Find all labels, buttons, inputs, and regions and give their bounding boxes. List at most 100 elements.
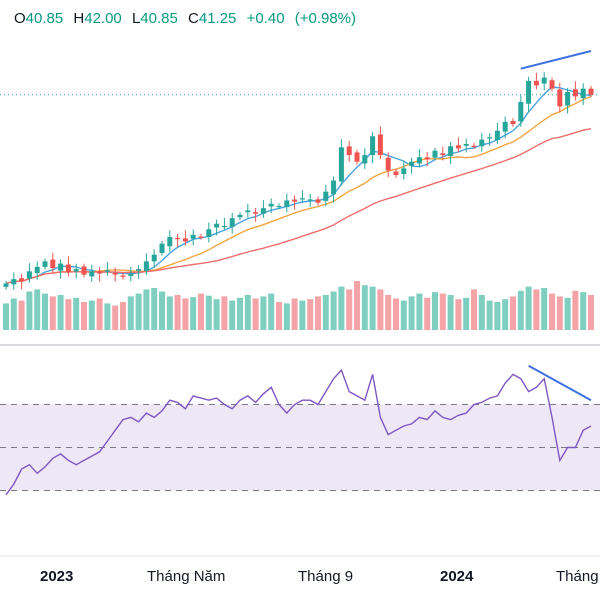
volume-bar (471, 289, 477, 330)
volume-bar (408, 296, 415, 330)
candle-body (276, 206, 282, 208)
volume-bar (533, 289, 540, 330)
volume-bar (244, 295, 251, 330)
candle-body (331, 180, 337, 195)
low-label: L (131, 10, 141, 27)
candle-body (424, 157, 430, 160)
candle-body (19, 278, 25, 282)
candle-body (471, 145, 477, 147)
volume-bar (34, 289, 41, 330)
low-value: 40.85 (140, 10, 178, 27)
candle-body (120, 275, 126, 277)
candle-body (81, 266, 87, 275)
volume-bar (564, 297, 571, 330)
volume-bar (213, 299, 220, 330)
volume-bar (510, 296, 516, 330)
moving-average-layer (5, 86, 592, 285)
rsi-trendline (528, 364, 592, 402)
volume-bar (57, 295, 64, 330)
candle-body (479, 139, 485, 147)
volume-bar (81, 302, 87, 330)
volume-bar (439, 293, 446, 330)
volume-bar (416, 293, 423, 330)
candle-body (502, 121, 508, 132)
candle-body (518, 101, 524, 122)
candle-body (159, 243, 165, 253)
candle-body (136, 269, 142, 271)
candle-body (182, 238, 188, 242)
volume-bar (385, 295, 392, 330)
open-label: O (14, 10, 26, 27)
volume-bar (494, 302, 501, 330)
volume-bar (88, 300, 95, 330)
candle-body (572, 89, 578, 97)
candle-body (455, 145, 461, 149)
candle-body (494, 130, 500, 141)
grid-layer (0, 94, 600, 557)
candle-body (128, 273, 134, 276)
volume-bar (18, 300, 25, 330)
volume-bar (369, 286, 376, 330)
volume-bar (455, 299, 462, 330)
candle-body (370, 136, 376, 156)
candle-body (463, 144, 469, 146)
candle-body (448, 146, 454, 156)
candle-body (416, 157, 422, 164)
open-value: 40.85 (25, 10, 64, 27)
volume-bar (73, 297, 80, 330)
close-label: C (188, 10, 199, 27)
rsi-line (5, 368, 592, 496)
volume-bar (361, 285, 368, 330)
candle-body (393, 171, 399, 175)
trendline-layer (520, 50, 592, 402)
volume-bar (26, 291, 33, 330)
volume-bar (299, 300, 306, 330)
volume-bar (377, 289, 384, 330)
candle-layer (3, 72, 594, 290)
volume-bar (276, 302, 282, 330)
volume-bar (541, 288, 548, 330)
candle-body (237, 214, 243, 218)
candle-body (112, 272, 118, 275)
candle-body (175, 237, 181, 240)
candle-body (253, 212, 259, 214)
price-trendline (520, 50, 592, 70)
volume-bar (478, 295, 485, 330)
candle-body (533, 80, 539, 86)
volume-bar (463, 297, 470, 330)
volume-bar (283, 303, 290, 330)
candle-body (588, 88, 594, 95)
candle-body (214, 223, 220, 228)
volume-bar (556, 296, 563, 330)
volume-bar (198, 293, 204, 330)
volume-bar (159, 291, 165, 330)
volume-bar (42, 293, 48, 330)
candle-body (307, 199, 313, 201)
ma-mid-line (5, 95, 592, 285)
candle-body (401, 168, 407, 175)
ohlc-legend: O40.85 H42.00 L40.85 C41.25 +0.40 (+0.98… (14, 10, 356, 27)
volume-bar (268, 293, 275, 330)
candle-body (557, 89, 563, 107)
x-axis-tick-label: Tháng 9 (298, 568, 354, 585)
volume-bar (143, 289, 150, 330)
x-axis-tick-label: Tháng Năm (147, 568, 226, 585)
ma-slow-line (5, 128, 592, 285)
volume-bar (549, 293, 555, 330)
candle-body (549, 80, 555, 89)
candle-body (487, 137, 493, 139)
volume-bar (151, 288, 158, 330)
volume-bar (322, 295, 329, 330)
volume-bar (205, 295, 212, 330)
volume-bar (400, 300, 407, 330)
candle-body (440, 153, 446, 156)
volume-bar (120, 302, 126, 330)
candle-body (338, 147, 344, 182)
volume-bar (10, 298, 17, 330)
candle-body (50, 259, 56, 268)
candle-body (510, 120, 516, 125)
volume-bar (502, 299, 509, 330)
candle-body (65, 264, 71, 273)
candle-body (42, 261, 48, 267)
